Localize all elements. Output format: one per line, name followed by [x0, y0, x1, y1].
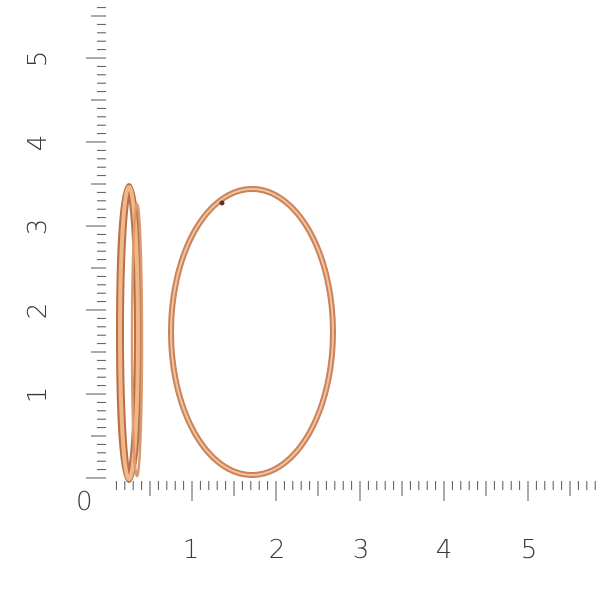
h-label-1: 1 [183, 535, 200, 565]
h-label-5: 5 [521, 535, 538, 565]
vertical-ruler [86, 7, 106, 479]
v-label-5: 5 [23, 51, 53, 68]
v-label-1: 1 [23, 387, 53, 404]
h-label-4: 4 [436, 535, 453, 565]
v-label-2: 2 [23, 303, 53, 320]
horizontal-ruler [115, 481, 596, 501]
v-label-4: 4 [23, 135, 53, 152]
clasp-hole [219, 200, 225, 206]
h-label-2: 2 [269, 535, 286, 565]
h-label-3: 3 [353, 535, 370, 565]
front-view-hoop-earring [168, 186, 336, 478]
v-label-0: 0 [76, 487, 93, 517]
v-label-3: 3 [23, 219, 53, 236]
side-view-hoop-earring [116, 183, 144, 483]
